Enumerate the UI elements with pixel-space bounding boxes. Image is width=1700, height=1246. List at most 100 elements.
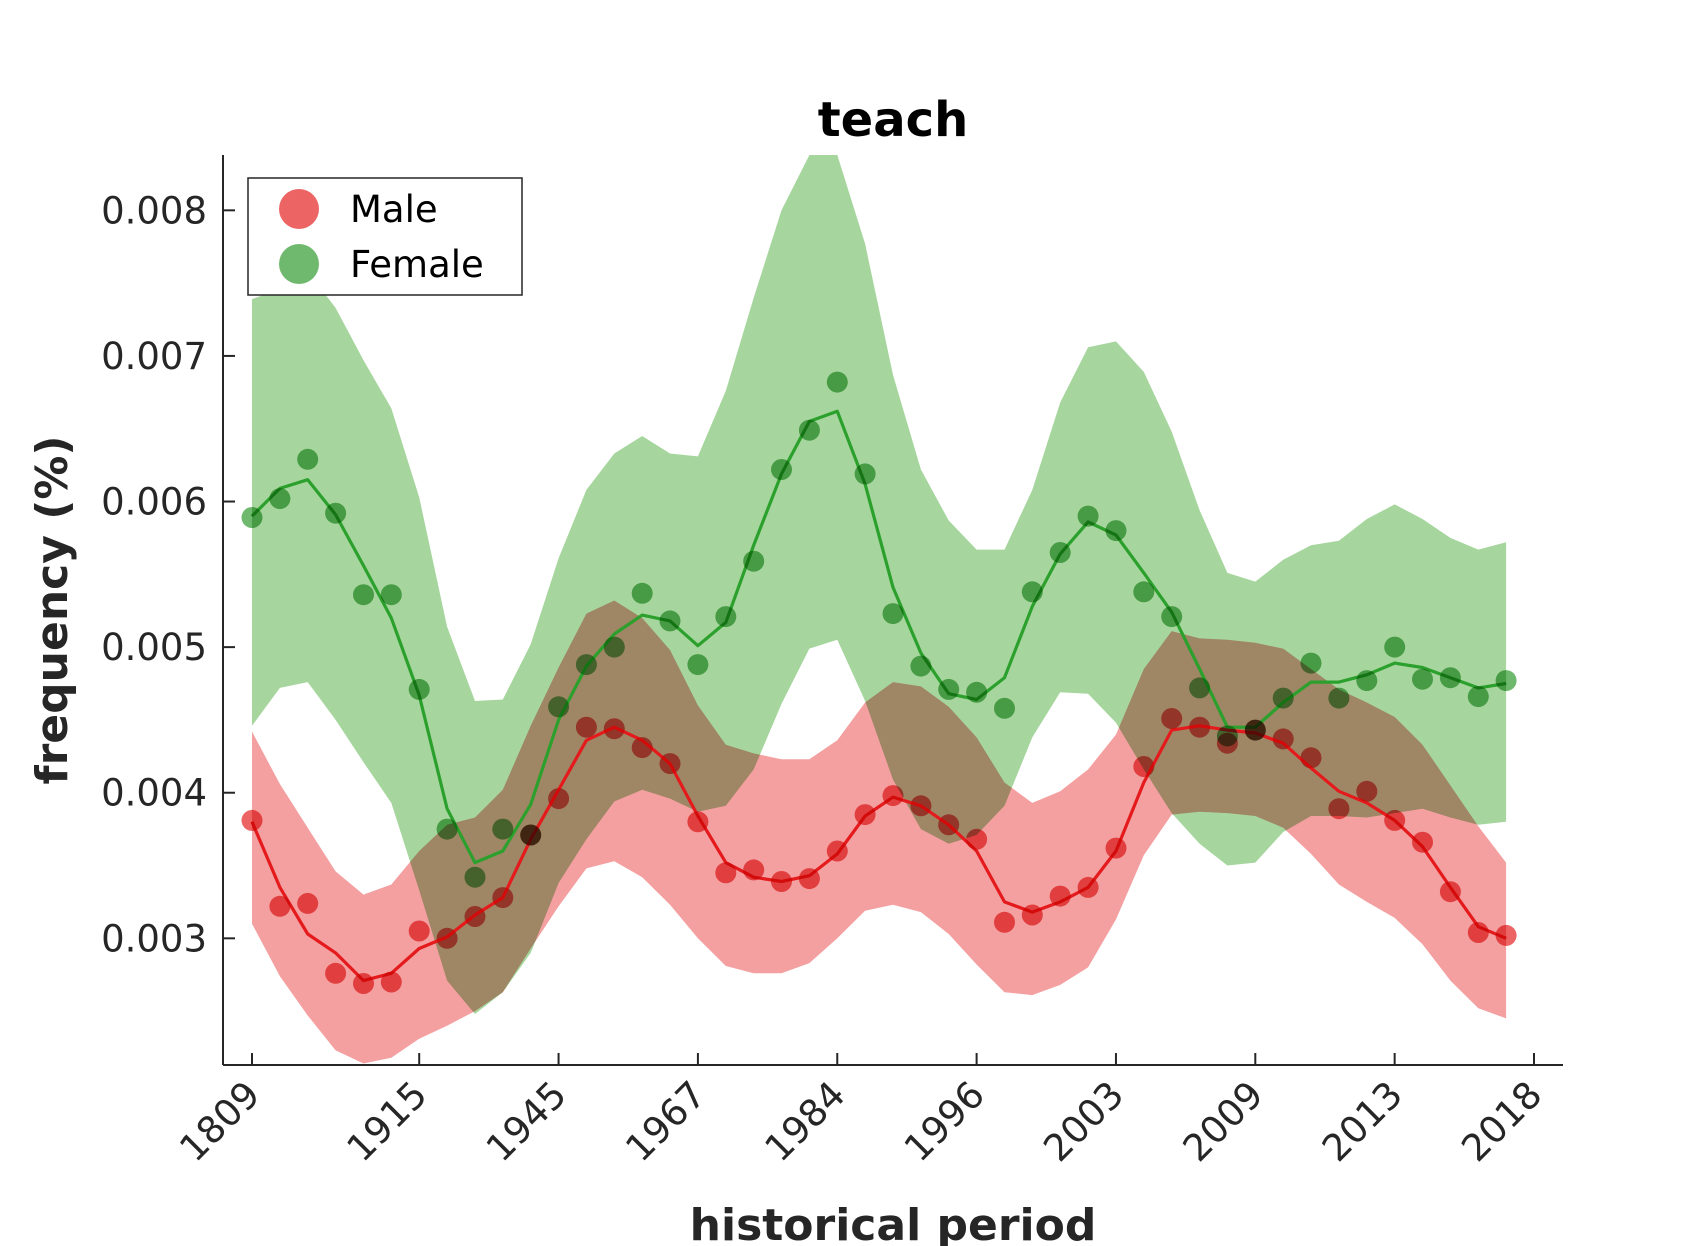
point-female <box>436 818 458 840</box>
point-female <box>798 419 820 441</box>
point-male <box>241 809 263 831</box>
point-female <box>269 488 291 510</box>
legend-marker-male <box>279 189 319 229</box>
point-male <box>1412 831 1433 853</box>
legend-label-female: Female <box>350 243 484 286</box>
point-male <box>1272 728 1294 750</box>
point-female <box>1021 581 1043 603</box>
point-female <box>882 603 904 625</box>
axes <box>222 155 1563 1066</box>
point-male <box>687 811 709 833</box>
point-male <box>938 814 960 836</box>
x-tick-label: 2009 <box>1175 1073 1272 1170</box>
point-female <box>241 507 263 528</box>
point-male <box>1328 798 1350 820</box>
point-female <box>631 582 653 604</box>
point-male <box>659 753 681 775</box>
point-male <box>1439 881 1461 903</box>
point-male <box>548 788 570 810</box>
point-female <box>826 371 848 393</box>
point-male <box>408 920 430 942</box>
y-axis-label: frequency (%) <box>27 435 78 784</box>
point-female <box>1467 686 1489 708</box>
point-male <box>464 906 486 927</box>
y-tick-label: 0.003 <box>101 917 207 960</box>
point-female <box>1384 636 1406 658</box>
point-male <box>353 973 374 994</box>
point-male <box>297 892 319 914</box>
point-female <box>1412 668 1433 690</box>
point-female <box>297 448 319 470</box>
x-tick-label: 1996 <box>896 1073 993 1170</box>
point-male <box>1021 904 1043 926</box>
series-lines <box>250 409 1507 983</box>
point-male <box>798 868 820 890</box>
point-female <box>1189 677 1211 699</box>
x-axis-label: historical period <box>690 1200 1097 1246</box>
x-tick-label: 1945 <box>478 1073 575 1170</box>
x-tick-label: 2018 <box>1453 1073 1550 1170</box>
x-tick-label: 2013 <box>1314 1073 1411 1170</box>
point-male <box>631 737 653 759</box>
point-male <box>603 718 625 740</box>
point-male <box>1495 924 1517 946</box>
x-tick-label: 2003 <box>1035 1073 1132 1170</box>
point-male <box>743 859 765 881</box>
point-male <box>520 824 542 846</box>
point-male <box>436 927 458 949</box>
y-tick-label: 0.006 <box>101 481 207 524</box>
point-male <box>994 911 1015 933</box>
point-female <box>938 678 960 700</box>
chart-title: teach <box>818 92 969 148</box>
point-female <box>548 696 570 718</box>
point-female <box>687 654 709 676</box>
point-female <box>1105 520 1127 542</box>
series-points <box>241 371 1517 994</box>
point-male <box>1300 747 1322 769</box>
point-male <box>715 862 737 884</box>
point-female <box>380 584 402 606</box>
band-male <box>252 600 1507 1064</box>
point-female <box>1328 687 1350 709</box>
point-female <box>1356 670 1378 692</box>
point-female <box>575 654 597 676</box>
point-male <box>1356 780 1378 802</box>
x-tick-label: 1967 <box>617 1073 714 1170</box>
x-tick-label: 1809 <box>171 1073 268 1170</box>
point-female <box>408 678 430 700</box>
point-male <box>1189 716 1211 738</box>
point-female <box>1161 606 1183 628</box>
point-male <box>575 716 597 738</box>
point-male <box>1244 719 1266 741</box>
point-female <box>854 463 876 485</box>
point-male <box>1133 756 1155 777</box>
point-male <box>325 962 347 984</box>
legend-marker-female <box>279 244 319 284</box>
point-female <box>603 636 625 658</box>
point-female <box>1272 687 1294 709</box>
point-female <box>1300 652 1322 674</box>
point-male <box>1049 885 1071 907</box>
point-male <box>380 971 402 993</box>
point-female <box>1439 667 1461 689</box>
point-male <box>1105 837 1127 859</box>
point-male <box>882 785 904 807</box>
point-male <box>269 895 291 917</box>
legend-label-male: Male <box>350 188 438 231</box>
line-female <box>250 409 1507 865</box>
point-female <box>1049 542 1071 563</box>
x-tick-label: 1915 <box>339 1073 436 1170</box>
point-female <box>325 502 347 524</box>
point-female <box>492 818 514 840</box>
point-female <box>1495 670 1517 692</box>
point-male <box>1384 809 1406 831</box>
point-female <box>659 610 681 632</box>
point-female <box>771 459 792 480</box>
point-female <box>910 655 932 677</box>
point-male <box>492 887 514 909</box>
point-male <box>1161 708 1183 729</box>
point-female <box>743 550 765 572</box>
point-female <box>715 606 737 628</box>
point-female <box>353 584 374 606</box>
